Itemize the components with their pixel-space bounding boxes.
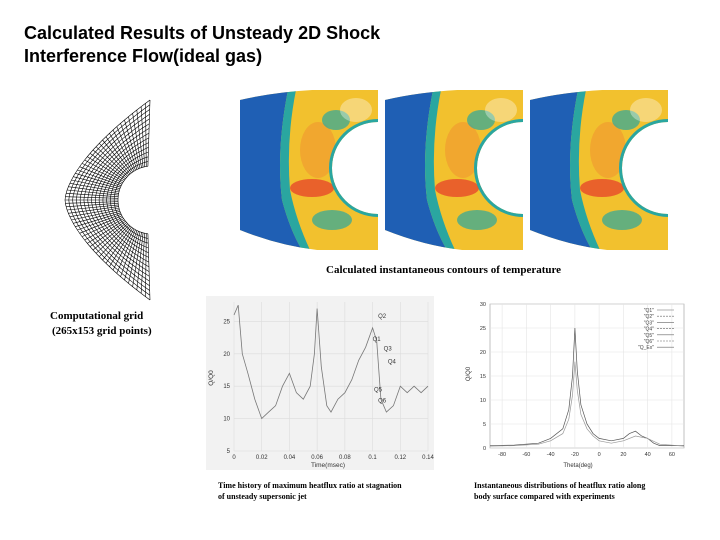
y-tick-label: 0 [483, 446, 486, 452]
time-history-caption: Time history of maximum heatflux ratio a… [218, 480, 402, 502]
x-tick-label: 0 [232, 455, 236, 461]
x-tick-label: 0 [598, 452, 601, 458]
time-history-caption-line2: of unsteady supersonic jet [218, 492, 307, 501]
grid-arc-line [117, 165, 148, 235]
legend-entry-label: "Q3" [644, 320, 654, 326]
series-annotation-label: Q4 [388, 360, 397, 366]
x-tick-label: 0.02 [256, 455, 268, 461]
y-tick-label: 10 [223, 417, 230, 423]
grid-arc-line [110, 156, 149, 244]
grid-arc-line [83, 123, 150, 277]
series-annotation-label: Q6 [378, 398, 387, 404]
grid-arc-line [68, 104, 151, 296]
grid-arc-line [98, 142, 149, 258]
x-tick-label: -60 [522, 452, 530, 458]
distribution-caption: Instantaneous distributions of heatflux … [474, 480, 645, 502]
legend-entry-label: "Q2" [644, 314, 654, 320]
x-tick-label: 20 [620, 452, 626, 458]
series-annotation-label: Q1 [373, 337, 382, 343]
x-tick-label: 0.06 [311, 455, 323, 461]
x-tick-label: 40 [645, 452, 651, 458]
legend-entry-label: "Q5" [644, 333, 654, 339]
grid-arc-line [113, 161, 149, 239]
y-tick-label: 30 [480, 302, 486, 308]
x-tick-label: 0.12 [394, 455, 406, 461]
slide-title: Calculated Results of Unsteady 2D Shock … [24, 22, 484, 68]
grid-arc-line [91, 132, 150, 268]
y-tick-label: 5 [483, 422, 486, 428]
slide-title-line2: Interference Flow(ideal gas) [24, 46, 263, 66]
x-tick-label: 0.14 [422, 455, 434, 461]
contours-caption: Calculated instantaneous contours of tem… [326, 264, 562, 276]
y-tick-label: 5 [227, 449, 231, 455]
grid-arc-line [64, 99, 151, 301]
computational-grid-figure [64, 99, 151, 301]
time-history-ylabel: Q/Q0 [208, 370, 215, 386]
x-tick-label: -40 [547, 452, 555, 458]
grid-caption-line2: (265x153 grid points) [52, 325, 152, 337]
grid-arc-line [72, 109, 150, 291]
legend-entry-label: "Q4" [644, 327, 654, 333]
x-tick-label: 0.08 [339, 455, 351, 461]
distribution-caption-line1: Instantaneous distributions of heatflux … [474, 481, 646, 490]
heatflux-time-series-line [233, 305, 429, 420]
legend-entry-label: "Q6" [644, 339, 654, 345]
x-tick-label: -20 [571, 452, 579, 458]
grid-caption: Computational grid (265x153 grid points) [50, 309, 152, 339]
legend-entry-label: "Q_Ex" [638, 345, 654, 351]
grid-arc-line [106, 151, 149, 249]
y-tick-label: 25 [480, 326, 486, 332]
y-tick-label: 10 [480, 398, 486, 404]
grid-arc-line [94, 137, 149, 263]
plot-background [206, 296, 434, 470]
y-tick-label: 25 [223, 319, 230, 325]
x-tick-label: 60 [669, 452, 675, 458]
distribution-xlabel: Theta(deg) [563, 463, 592, 469]
distribution-caption-line2: body surface compared with experiments [474, 492, 615, 501]
y-tick-label: 15 [480, 374, 486, 380]
y-tick-label: 20 [223, 352, 230, 358]
grid-arc-line [76, 113, 150, 287]
series-annotation-label: Q2 [378, 314, 387, 320]
x-tick-label: -80 [498, 452, 506, 458]
temperature-contour-2 [385, 90, 523, 250]
slide-title-line1: Calculated Results of Unsteady 2D Shock [24, 23, 381, 43]
distribution-ylabel: Q/Q0 [466, 366, 472, 381]
distribution-series-line [489, 361, 685, 447]
x-tick-label: 0.1 [368, 455, 377, 461]
heatflux-distribution-plot: -80 -60 -40 -20 0 20 40 60 0 5 10 15 20 25 30 "Q1""Q2"… [462, 296, 692, 470]
y-tick-label: 15 [223, 384, 230, 390]
time-history-caption-line1: Time history of maximum heatflux ratio a… [218, 481, 402, 490]
grid-arc-line [79, 118, 150, 282]
grid-arc-line [102, 147, 149, 253]
distribution-series-line [489, 327, 684, 446]
series-annotation-label: Q3 [384, 347, 393, 353]
legend-entry-label: "Q1" [644, 308, 654, 314]
time-history-xlabel: Time(msec) [311, 462, 345, 469]
grid-arc-line [87, 128, 150, 272]
series-annotation-label: Q5 [374, 387, 383, 393]
grid-caption-line1: Computational grid [50, 310, 144, 322]
temperature-contour-1 [240, 90, 378, 250]
time-history-plot: 0 0.02 0.04 0.06 0.08 0.1 0.12 0.14 5 10 15 20 25 Q2… [206, 296, 434, 470]
temperature-contour-3 [530, 90, 668, 250]
y-tick-label: 20 [480, 350, 486, 356]
x-tick-label: 0.04 [284, 455, 296, 461]
